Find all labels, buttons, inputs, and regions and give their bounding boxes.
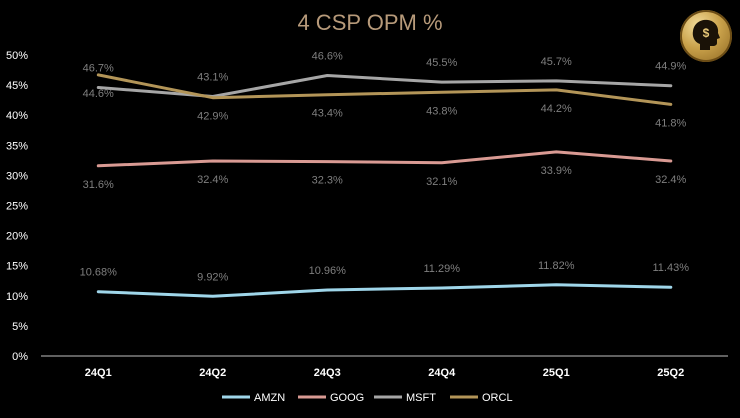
data-label-msft: 43.1%: [197, 72, 228, 84]
data-label-orcl: 42.9%: [197, 111, 228, 123]
data-label-amzn: 9.92%: [197, 271, 228, 283]
legend-label: GOOG: [330, 392, 364, 404]
y-tick-label: 40%: [6, 110, 28, 122]
y-tick-label: 0%: [12, 351, 28, 363]
data-label-msft: 45.7%: [541, 56, 572, 68]
x-tick-label: 25Q1: [543, 367, 570, 379]
data-label-orcl: 44.2%: [541, 103, 572, 115]
series-lines: [96, 73, 673, 298]
data-label-msft: 46.7%: [83, 63, 114, 75]
data-label-msft: 45.5%: [426, 57, 457, 69]
y-tick-label: 10%: [6, 291, 28, 303]
data-label-orcl: 41.8%: [655, 117, 686, 129]
dollar-head-icon: $: [680, 10, 732, 62]
data-label-amzn: 11.82%: [538, 260, 575, 272]
chart-title: 4 CSP OPM %: [297, 10, 442, 35]
y-tick-label: 20%: [6, 231, 28, 243]
data-label-amzn: 11.29%: [424, 263, 461, 275]
series-line-goog: [96, 150, 673, 168]
data-label-msft: 46.6%: [312, 50, 343, 62]
y-tick-label: 5%: [12, 321, 28, 333]
legend-label: ORCL: [482, 392, 513, 404]
legend-label: AMZN: [254, 392, 285, 404]
data-label-goog: 32.3%: [312, 175, 343, 187]
y-axis: 0% 5% 10% 15% 20% 25% 30% 35% 40% 45% 50%: [6, 50, 28, 363]
data-label-goog: 32.4%: [655, 174, 686, 186]
data-labels: 10.68% 9.92% 10.96% 11.29% 11.82% 11.43% 31.6%…: [80, 50, 690, 283]
series-line-orcl: [96, 73, 673, 106]
legend: AMZN GOOG MSFT ORCL: [222, 392, 513, 404]
data-label-goog: 33.9%: [541, 165, 572, 177]
x-tick-label: 25Q2: [657, 367, 684, 379]
x-tick-label: 24Q4: [428, 367, 456, 379]
y-tick-label: 50%: [6, 50, 28, 62]
data-label-goog: 32.1%: [426, 176, 457, 188]
dollar-symbol: $: [703, 26, 710, 40]
legend-label: MSFT: [406, 392, 436, 404]
data-label-amzn: 11.43%: [653, 262, 690, 274]
data-label-goog: 31.6%: [83, 179, 114, 191]
data-label-orcl: 43.8%: [426, 105, 457, 117]
x-axis: 24Q1 24Q2 24Q3 24Q4 25Q1 25Q2: [41, 355, 728, 379]
x-tick-label: 24Q2: [199, 367, 226, 379]
x-tick-label: 24Q3: [314, 367, 341, 379]
y-tick-label: 25%: [6, 201, 28, 213]
y-tick-label: 45%: [6, 80, 28, 92]
data-label-amzn: 10.68%: [80, 267, 118, 279]
series-line-amzn: [96, 283, 673, 298]
data-label-msft: 44.9%: [655, 61, 686, 73]
y-tick-label: 30%: [6, 170, 28, 182]
y-tick-label: 35%: [6, 140, 28, 152]
data-label-orcl: 43.4%: [312, 108, 343, 120]
y-tick-label: 15%: [6, 261, 28, 273]
x-tick-label: 24Q1: [85, 367, 112, 379]
data-label-orcl: 44.6%: [83, 88, 114, 100]
data-label-goog: 32.4%: [197, 174, 228, 186]
data-label-amzn: 10.96%: [309, 265, 347, 277]
